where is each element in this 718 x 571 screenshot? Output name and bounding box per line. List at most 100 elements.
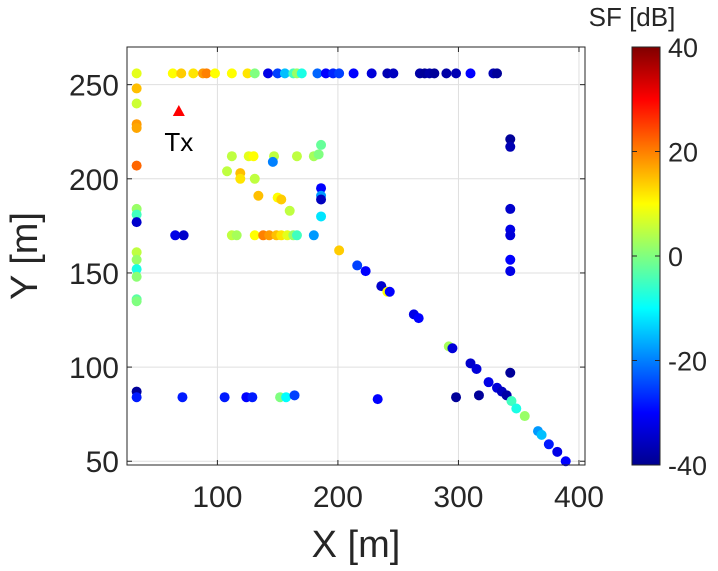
data-point xyxy=(177,392,188,403)
x-tick-label: 200 xyxy=(313,481,363,514)
data-point xyxy=(505,203,516,214)
data-point xyxy=(441,68,452,79)
data-point xyxy=(131,209,142,220)
data-point xyxy=(291,151,302,162)
data-points xyxy=(131,68,571,467)
data-point xyxy=(320,68,331,79)
data-point xyxy=(473,390,484,401)
data-point xyxy=(316,183,327,194)
data-point xyxy=(313,149,324,160)
data-point xyxy=(451,68,462,79)
data-point xyxy=(334,68,345,79)
data-point xyxy=(505,254,516,265)
colorbar: -40 -20 0 20 40 SF [dB] xyxy=(589,2,707,481)
data-point xyxy=(176,68,187,79)
plot-border xyxy=(126,46,586,466)
x-axis-ticks: 100 200 300 400 xyxy=(192,47,604,514)
data-point xyxy=(560,456,571,467)
data-point xyxy=(226,151,237,162)
data-point xyxy=(249,173,260,184)
data-point xyxy=(372,394,383,405)
data-point xyxy=(360,266,371,277)
data-point xyxy=(279,68,290,79)
data-point xyxy=(131,264,142,275)
data-point xyxy=(519,411,530,422)
data-point xyxy=(316,211,327,222)
data-point xyxy=(312,68,323,79)
data-point xyxy=(447,343,458,354)
data-point xyxy=(219,392,230,403)
data-point xyxy=(131,160,142,171)
data-point xyxy=(178,230,189,241)
data-point xyxy=(264,230,275,241)
data-point xyxy=(505,367,516,378)
data-point xyxy=(536,429,547,440)
data-point xyxy=(131,68,142,79)
data-point xyxy=(483,377,494,388)
x-tick-label: 400 xyxy=(554,481,604,514)
data-point xyxy=(170,230,181,241)
data-point xyxy=(289,390,300,401)
colorbar-tick-label: -20 xyxy=(668,347,707,377)
data-point xyxy=(505,230,516,241)
tx-marker-icon xyxy=(172,105,185,117)
data-point xyxy=(505,141,516,152)
colorbar-tick-label: -40 xyxy=(668,451,707,481)
data-point xyxy=(131,271,142,282)
data-point xyxy=(131,217,142,228)
data-point xyxy=(451,392,462,403)
y-tick-label: 200 xyxy=(69,164,119,197)
data-point xyxy=(222,166,233,177)
data-point xyxy=(284,205,295,216)
data-point xyxy=(505,134,516,145)
data-point xyxy=(366,68,377,79)
x-tick-label: 300 xyxy=(433,481,483,514)
data-point xyxy=(249,68,260,79)
data-point xyxy=(131,254,142,265)
data-point xyxy=(247,392,258,403)
data-point xyxy=(272,68,283,79)
data-point xyxy=(131,122,142,133)
data-point xyxy=(384,286,395,297)
data-point xyxy=(209,68,220,79)
data-point xyxy=(131,98,142,109)
data-point xyxy=(167,68,178,79)
data-point xyxy=(352,260,363,271)
data-point xyxy=(316,139,327,150)
data-point xyxy=(242,68,253,79)
data-point xyxy=(429,68,440,79)
data-point xyxy=(235,173,246,184)
data-point xyxy=(388,68,399,79)
colorbar-ticks: -40 -20 0 20 40 xyxy=(632,33,707,481)
data-point xyxy=(231,230,242,241)
colorbar-tick-label: 20 xyxy=(668,138,698,168)
data-point xyxy=(308,230,319,241)
data-point xyxy=(511,403,522,414)
x-axis-label: X [m] xyxy=(312,524,401,566)
y-axis-label: Y [m] xyxy=(4,212,46,300)
data-point xyxy=(334,245,345,256)
y-axis-ticks: 50 100 150 200 250 xyxy=(69,70,585,479)
tx-label: Tx xyxy=(164,127,193,157)
colorbar-title: SF [dB] xyxy=(589,2,676,32)
data-point xyxy=(505,266,516,277)
data-point xyxy=(492,68,503,79)
data-point xyxy=(131,296,142,307)
data-point xyxy=(188,68,199,79)
data-point xyxy=(226,68,237,79)
data-point xyxy=(506,395,517,406)
y-tick-label: 100 xyxy=(69,352,119,385)
data-point xyxy=(348,68,359,79)
y-tick-label: 250 xyxy=(69,70,119,103)
data-point xyxy=(276,194,287,205)
data-point xyxy=(249,230,260,241)
data-point xyxy=(248,151,259,162)
data-point xyxy=(131,247,142,258)
data-point xyxy=(465,68,476,79)
data-point xyxy=(263,68,274,79)
data-point xyxy=(131,392,142,403)
data-point xyxy=(131,83,142,94)
colorbar-tick-label: 0 xyxy=(668,242,683,272)
data-point xyxy=(291,230,302,241)
